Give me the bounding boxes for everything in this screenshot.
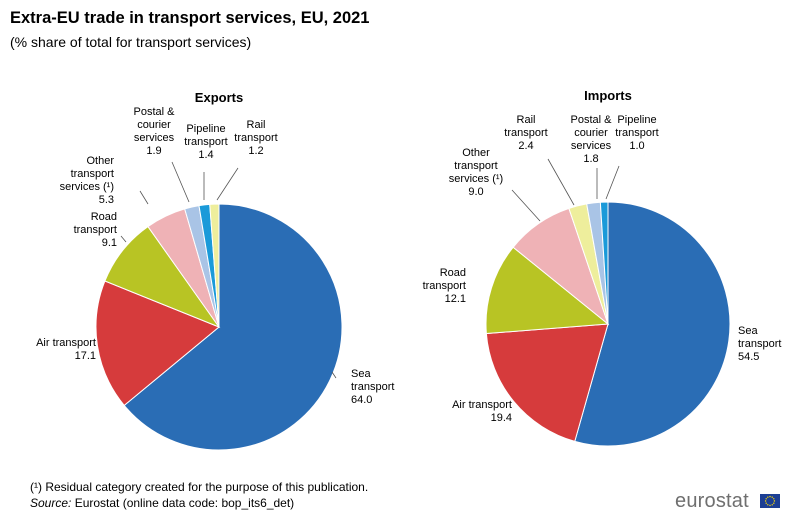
imports-slice-sea-transport xyxy=(574,201,731,447)
imports-leader-pipeline-transport xyxy=(605,165,620,200)
exports-slice-sea-transport xyxy=(123,203,343,451)
source-text: Eurostat (online data code: bop_its6_det… xyxy=(71,496,295,510)
exports-leader-sea-transport xyxy=(331,371,337,379)
chart-subtitle: (% share of total for transport services… xyxy=(10,34,252,50)
exports-label-rail-transport: Rail transport 1.2 xyxy=(234,119,277,157)
imports-label-rail-transport: Rail transport 2.4 xyxy=(504,114,547,152)
source-label: Source: xyxy=(30,496,72,510)
imports-leader-rail-transport xyxy=(547,158,575,206)
imports-label-other-transport-services: Other transport services (¹) 9.0 xyxy=(449,147,503,198)
imports-slice-pipeline-transport xyxy=(599,201,609,325)
imports-label-air-transport: Air transport 19.4 xyxy=(452,399,512,424)
source-note: Source: Eurostat (online data code: bop_… xyxy=(30,496,294,510)
exports-title: Exports xyxy=(195,90,243,105)
exports-leader-rail-transport xyxy=(216,167,239,201)
pie-charts: Exports Sea transport 64.0 Air transport 17.1… xyxy=(36,88,781,451)
eurostat-logo: eurostat xyxy=(675,488,780,516)
exports-leader-other-transport-services xyxy=(139,190,149,205)
exports-label-road-transport: Road transport 9.1 xyxy=(74,211,117,249)
footnote: (¹) Residual category created for the pu… xyxy=(30,480,369,494)
imports-label-postal-and-courier-services: Postal & courier services 1.8 xyxy=(571,114,613,165)
imports-slice-air-transport xyxy=(485,323,609,443)
eu-flag-icon xyxy=(760,494,780,508)
exports-label-sea-transport: Sea transport 64.0 xyxy=(351,368,394,406)
imports-slice-road-transport xyxy=(485,246,610,335)
exports-label-other-transport-services: Other transport services (¹) 5.3 xyxy=(60,155,115,206)
exports-label-postal-and-courier-services: Postal & courier services 1.9 xyxy=(134,106,176,157)
imports-label-sea-transport: Sea transport 54.5 xyxy=(738,325,781,363)
exports-slice-rail-transport xyxy=(209,203,220,328)
imports-leader-other-transport-services xyxy=(511,189,541,222)
imports-title: Imports xyxy=(584,88,632,103)
exports-slice-air-transport xyxy=(95,280,220,407)
imports-label-pipeline-transport: Pipeline transport 1.0 xyxy=(615,114,658,152)
imports-pie: Imports Sea transport 54.5 Air transport 19.4… xyxy=(423,88,781,447)
chart-title: Extra-EU trade in transport services, EU… xyxy=(10,9,370,27)
exports-leader-postal-and-courier-services xyxy=(171,161,190,203)
logo-text: eurostat xyxy=(675,490,749,512)
exports-pie: Exports Sea transport 64.0 Air transport 17.1… xyxy=(36,90,394,451)
exports-label-pipeline-transport: Pipeline transport 1.4 xyxy=(184,123,227,161)
exports-leader-road-transport xyxy=(120,235,127,243)
imports-label-road-transport: Road transport 12.1 xyxy=(423,267,466,305)
exports-label-air-transport: Air transport 17.1 xyxy=(36,337,96,362)
